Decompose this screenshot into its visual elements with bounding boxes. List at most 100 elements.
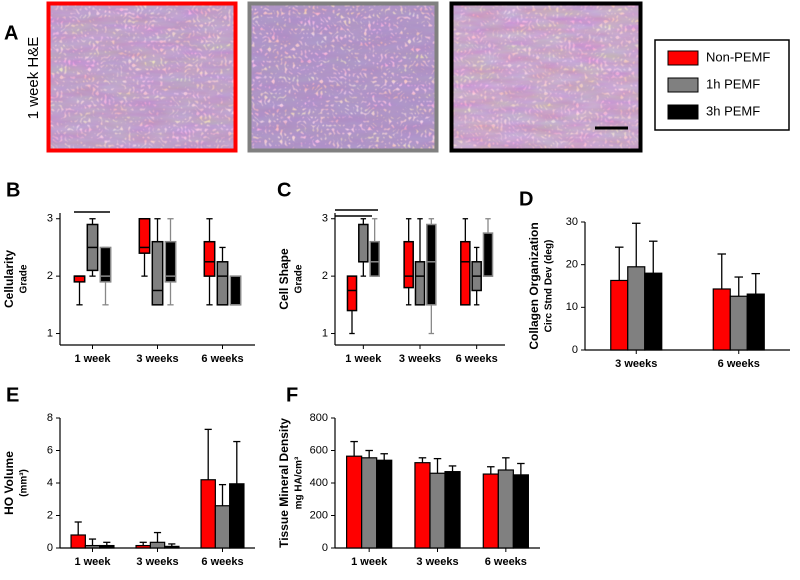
box <box>358 223 369 263</box>
image-border <box>247 1 439 153</box>
x-tick-label: 6 weeks <box>456 353 498 365</box>
chart: E HO Volume (mm³) 0 2 4 6 8 1 week 3 weeks 6 weeks <box>2 384 255 568</box>
box <box>151 240 164 306</box>
bar <box>70 534 86 549</box>
bar <box>164 545 180 549</box>
y-tick-label: 0 <box>322 542 328 554</box>
y-axis-sublabel: (mm³) <box>19 469 30 497</box>
image-border <box>449 1 643 153</box>
legend: Non-PEMF 1h PEMF 3h PEMF <box>667 49 770 120</box>
y-tick-label: 2 <box>47 270 53 282</box>
bar <box>149 541 166 549</box>
y-axis-label: Cellularity <box>2 250 16 308</box>
chart: C Cell Shape Grade 1 2 3 1 week 3 weeks 6 weeks <box>277 179 505 365</box>
y-tick-label: 200 <box>310 509 328 521</box>
x-tick-label: 1 week <box>345 353 382 365</box>
bar <box>414 462 431 549</box>
panel-label: E <box>6 384 19 406</box>
x-tick-label: 1 week <box>351 556 388 568</box>
y-axis-label: Collagen Organization <box>527 222 541 349</box>
bar <box>135 544 151 549</box>
bar <box>497 469 514 549</box>
box <box>414 261 426 306</box>
x-tick-label: 1 week <box>74 353 111 365</box>
y-tick-label: 600 <box>310 444 328 456</box>
bar <box>610 279 629 351</box>
significance-bars <box>74 209 378 217</box>
legend-label: Non-PEMF <box>706 49 770 64</box>
y-tick-label: 6 <box>47 444 53 456</box>
box <box>229 275 242 306</box>
chart: B Cellularity Grade 1 2 3 1 week 3 weeks 6 weeks <box>2 179 255 365</box>
y-tick-label: 0 <box>47 542 53 554</box>
box <box>203 240 216 277</box>
box <box>346 275 358 312</box>
bar <box>84 544 101 549</box>
box <box>138 217 151 254</box>
bar <box>376 459 393 549</box>
bar <box>200 479 216 549</box>
y-axis-sublabel: Grade <box>294 264 305 293</box>
panel-label: C <box>277 179 291 201</box>
box <box>460 240 471 306</box>
x-tick-label: 3 weeks <box>416 556 458 568</box>
y-tick-label: 10 <box>566 301 578 313</box>
chart: D Collagen Organization Circ Stnd Dev (deg… <box>519 188 790 370</box>
panel-label: D <box>519 188 533 210</box>
box <box>426 223 437 306</box>
x-tick-label: 3 weeks <box>136 353 178 365</box>
legend-swatch <box>667 104 699 120</box>
box <box>403 240 414 289</box>
bar <box>482 473 499 549</box>
y-tick-label: 800 <box>310 412 328 424</box>
bar <box>627 266 646 351</box>
bar <box>429 472 446 549</box>
legend-label: 1h PEMF <box>706 76 760 91</box>
y-tick-label: 30 <box>566 216 578 228</box>
bar <box>729 295 748 351</box>
box <box>482 232 494 277</box>
bar <box>361 457 378 549</box>
bar <box>746 293 765 351</box>
image-caption: 1 week H&E <box>25 37 42 120</box>
legend-label: 3h PEMF <box>706 103 760 118</box>
x-tick-label: 6 weeks <box>718 358 760 370</box>
x-tick-label: 6 weeks <box>201 556 243 568</box>
panel-label: B <box>6 179 20 201</box>
x-tick-label: 3 weeks <box>399 353 441 365</box>
y-axis-sublabel: Grade <box>19 264 30 293</box>
box <box>99 246 112 283</box>
x-tick-label: 6 weeks <box>201 353 243 365</box>
bar <box>512 474 529 549</box>
panel-label: F <box>286 384 298 406</box>
y-axis-label: HO Volume <box>2 451 16 515</box>
bar <box>229 483 245 549</box>
y-tick-label: 2 <box>322 270 328 282</box>
x-tick-label: 6 weeks <box>485 556 527 568</box>
x-tick-label: 3 weeks <box>615 358 657 370</box>
box <box>216 261 229 306</box>
y-tick-label: 8 <box>47 412 53 424</box>
image-texture <box>248 2 438 152</box>
y-tick-label: 3 <box>322 213 328 225</box>
y-axis-label: Tissue Mineral Density <box>277 418 291 548</box>
box <box>369 240 380 277</box>
image-texture <box>47 2 237 152</box>
y-tick-label: 1 <box>47 327 53 339</box>
bar <box>644 272 663 351</box>
y-tick-label: 0 <box>572 344 578 356</box>
y-tick-label: 1 <box>322 327 328 339</box>
x-tick-label: 3 weeks <box>136 556 178 568</box>
y-axis-label: Cell Shape <box>277 248 291 310</box>
bar <box>444 471 461 549</box>
histology-images <box>46 1 643 153</box>
chart: F Tissue Mineral Density mg HA/cm³ 0 200 400 6… <box>277 384 540 568</box>
y-tick-label: 4 <box>47 477 53 489</box>
panel-label: A <box>4 22 18 44</box>
x-tick-label: 1 week <box>74 556 111 568</box>
y-tick-label: 20 <box>566 259 578 271</box>
box <box>164 240 177 283</box>
y-axis-sublabel: Circ Stnd Dev (deg) <box>544 240 555 333</box>
box <box>73 275 86 283</box>
